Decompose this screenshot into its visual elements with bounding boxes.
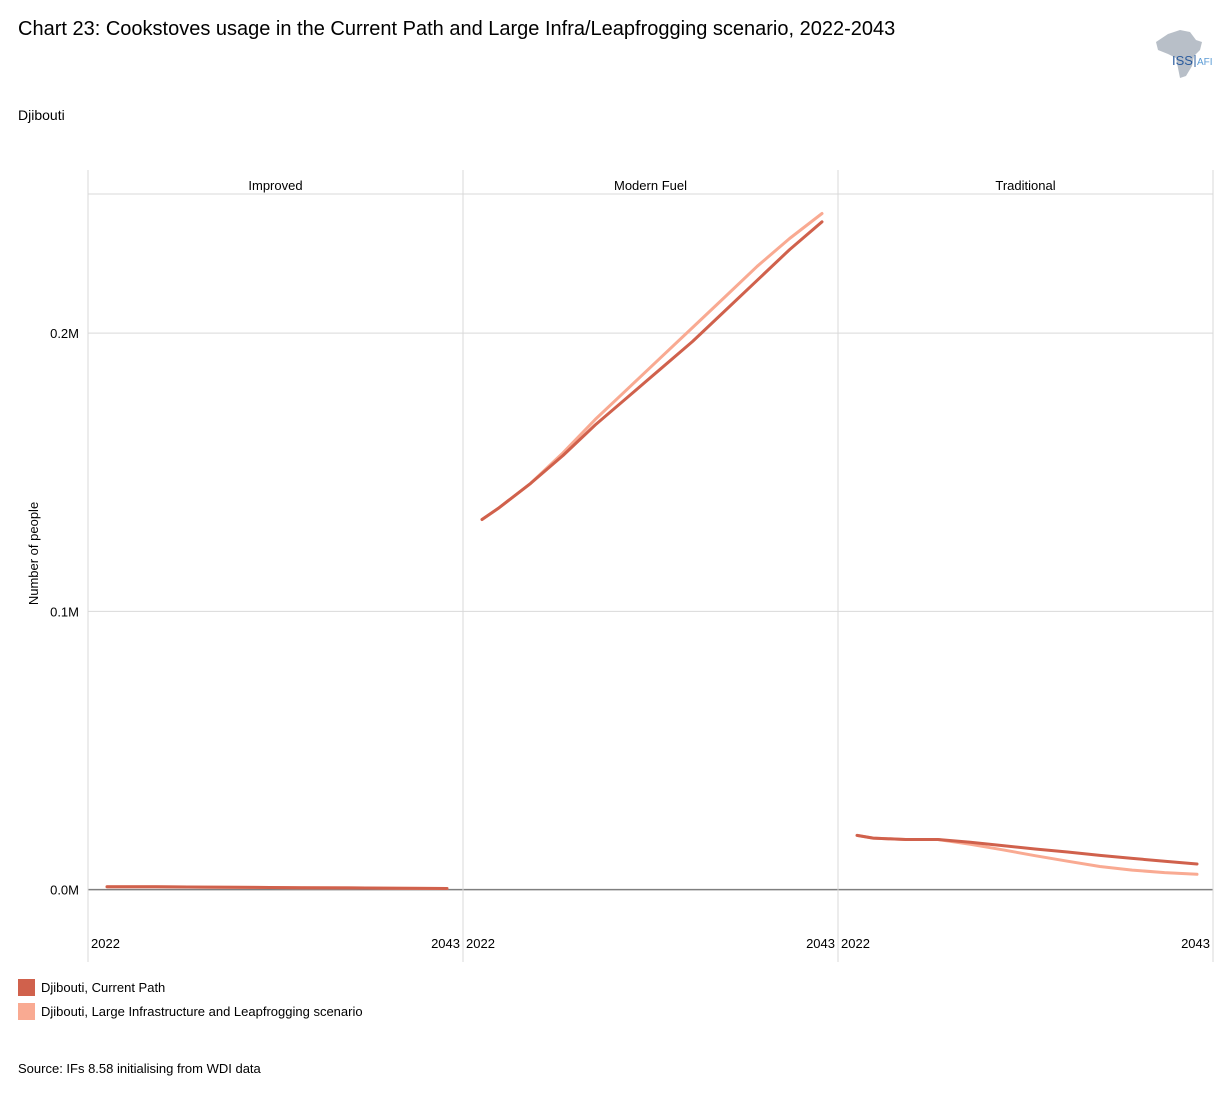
iss-afi-logo: ISS AFI (1156, 30, 1213, 78)
x-tick-label: 2043 (1181, 936, 1210, 951)
panel-title: Modern Fuel (614, 178, 687, 193)
legend-swatch-current-path (18, 978, 35, 996)
series-line-current-path (105, 885, 449, 890)
legend-label-scenario: Djibouti, Large Infrastructure and Leapf… (41, 1003, 363, 1019)
legend-item-current-path[interactable]: Djibouti, Current Path (18, 975, 363, 999)
source-note: Source: IFs 8.58 initialising from WDI d… (18, 1061, 261, 1076)
x-tick-label: 2043 (431, 936, 460, 951)
chart-title: Chart 23: Cookstoves usage in the Curren… (18, 18, 896, 40)
series-line-scenario (480, 212, 824, 521)
chart-subtitle: Djibouti (18, 107, 65, 123)
x-tick-label: 2043 (806, 936, 835, 951)
y-axis-label: Number of people (26, 502, 41, 605)
legend-label-current-path: Djibouti, Current Path (41, 979, 166, 995)
x-tick-label: 2022 (841, 936, 870, 951)
y-tick-label: 0.0M (50, 883, 79, 898)
panel-title: Improved (248, 178, 302, 193)
logo-afi-text: AFI (1197, 57, 1213, 68)
legend-item-scenario[interactable]: Djibouti, Large Infrastructure and Leapf… (18, 999, 363, 1023)
chart-area: 0.0M 0.1M 0.2M Number of people Improved 2022… (26, 170, 1214, 962)
logo-iss-text: ISS (1172, 53, 1193, 68)
y-tick-label: 0.2M (50, 326, 79, 341)
panel-title: Traditional (995, 178, 1055, 193)
y-tick-label: 0.1M (50, 604, 79, 619)
series-line-scenario (855, 833, 1199, 876)
series-line-current-path (480, 220, 824, 521)
series-line-current-path (855, 833, 1199, 866)
legend-swatch-scenario (18, 1002, 35, 1020)
legend: Djibouti, Current Path Djibouti, Large I… (18, 975, 363, 1023)
x-tick-label: 2022 (91, 936, 120, 951)
x-tick-label: 2022 (466, 936, 495, 951)
africa-map-logo-icon (1156, 30, 1202, 78)
